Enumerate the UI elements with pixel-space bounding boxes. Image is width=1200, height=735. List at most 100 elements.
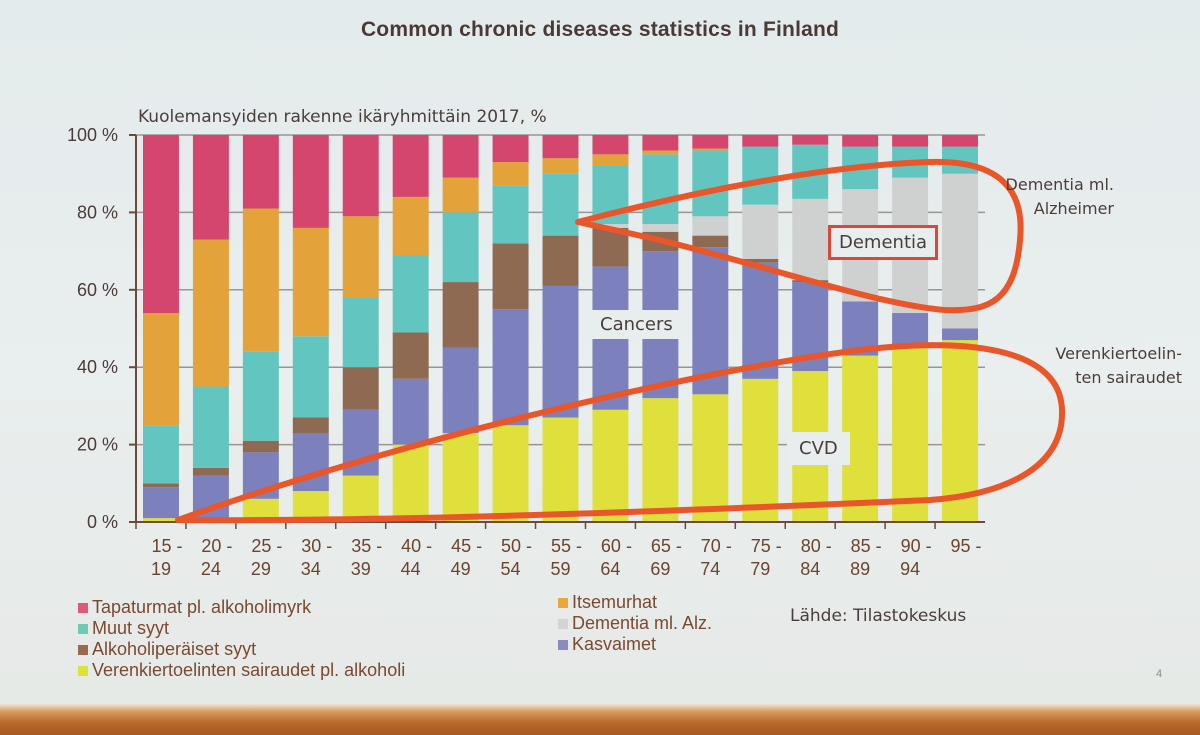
y-tick-label: 40 % bbox=[77, 357, 118, 377]
bar-segment bbox=[242, 135, 279, 209]
y-tick-label: 80 % bbox=[77, 202, 118, 222]
legend-item: Dementia ml. Alz. bbox=[558, 613, 712, 634]
bar-segment bbox=[592, 154, 629, 166]
legend-item: Itsemurhat bbox=[558, 592, 712, 613]
y-tick-label: 20 % bbox=[77, 435, 118, 455]
x-tick-label: 60 - bbox=[601, 536, 632, 556]
dementia-side-note: Dementia ml. Alzheimer bbox=[990, 173, 1114, 221]
x-tick-label: 69 bbox=[650, 559, 670, 579]
bar-segment bbox=[642, 224, 679, 232]
bar-segment bbox=[342, 135, 379, 217]
bar-segment bbox=[392, 254, 429, 333]
legend-label: Dementia ml. Alz. bbox=[572, 613, 713, 633]
legend-swatch bbox=[558, 618, 568, 629]
page-number: 4 bbox=[1156, 668, 1163, 680]
legend-label: Tapaturmat pl. alkoholimyrk bbox=[92, 597, 312, 617]
bar-segment bbox=[892, 313, 929, 348]
y-tick-label: 100 % bbox=[67, 125, 118, 145]
bar-segment bbox=[542, 235, 579, 286]
x-tick-label: 59 bbox=[550, 559, 570, 579]
bar-segment bbox=[692, 216, 729, 236]
bar-segment bbox=[342, 367, 379, 410]
bar-segment bbox=[742, 204, 779, 259]
bar-segment bbox=[492, 243, 529, 310]
slide-title: Common chronic diseases statistics in Fi… bbox=[360, 18, 840, 41]
bar-segment bbox=[192, 467, 229, 476]
x-tick-label: 95 - bbox=[951, 536, 982, 556]
x-tick-label: 44 bbox=[401, 559, 421, 579]
legend-column-2: Itsemurhat Dementia ml. Alz. Kasvaimet bbox=[558, 592, 712, 655]
bar-segment bbox=[192, 239, 229, 387]
bar-segment bbox=[942, 328, 979, 341]
legend-label: Verenkiertoelinten sairaudet pl. alkohol… bbox=[92, 660, 406, 680]
y-tick-labels: 0 % 20 % 40 % 60 % 80 % 100 % bbox=[67, 125, 118, 532]
bar-segment bbox=[892, 347, 929, 522]
bar-segment bbox=[542, 173, 579, 236]
bar-segment bbox=[142, 487, 179, 519]
bar-segment bbox=[292, 135, 329, 228]
bar-segment bbox=[292, 227, 329, 337]
bar-segment bbox=[692, 148, 729, 151]
x-tick-label: 85 - bbox=[851, 536, 882, 556]
x-tick-label: 45 - bbox=[451, 536, 482, 556]
bar-segment bbox=[692, 235, 729, 248]
legend-swatch bbox=[78, 602, 88, 613]
bar-segment bbox=[392, 332, 429, 379]
bar-segment bbox=[342, 216, 379, 298]
bar-segment bbox=[492, 185, 529, 244]
cvd-side-note: Verenkiertoelin- ten sairaudet bbox=[1010, 342, 1182, 390]
dementia-outline bbox=[575, 158, 1024, 314]
dementia-note-line2: Alzheimer bbox=[1033, 199, 1114, 218]
x-tick-label: 89 bbox=[850, 559, 870, 579]
bar-segment bbox=[742, 135, 779, 147]
source-note: Lähde: Tilastokeskus bbox=[790, 606, 967, 626]
dementia-annotation-label: Dementia bbox=[839, 232, 928, 253]
bar-segment bbox=[442, 212, 479, 283]
legend-label: Itsemurhat bbox=[572, 592, 658, 612]
x-tick-label: 79 bbox=[750, 559, 770, 579]
bar-segment bbox=[642, 150, 679, 155]
legend-swatch bbox=[78, 665, 88, 676]
bar-segment bbox=[742, 262, 779, 379]
x-tick-label: 54 bbox=[501, 559, 521, 579]
bar-segment bbox=[492, 425, 529, 522]
bars bbox=[142, 135, 979, 522]
bar-segment bbox=[742, 378, 779, 522]
x-tick-label: 30 - bbox=[301, 536, 332, 556]
x-tick-label: 24 bbox=[201, 559, 221, 579]
x-tick-label: 84 bbox=[800, 559, 820, 579]
legend-swatch bbox=[78, 644, 88, 655]
bar-segment bbox=[442, 282, 479, 348]
bar-segment bbox=[392, 196, 429, 255]
bar-segment bbox=[392, 444, 429, 522]
cvd-annotation: CVD bbox=[787, 432, 850, 465]
legend-item: Kasvaimet bbox=[558, 634, 712, 655]
legend-item: Alkoholiperäiset syyt bbox=[78, 639, 405, 660]
x-tick-label: 75 - bbox=[751, 536, 782, 556]
x-tick-label: 70 - bbox=[701, 536, 732, 556]
bar-segment bbox=[392, 378, 429, 445]
bar-segment bbox=[742, 146, 779, 205]
cvd-annotation-label: CVD bbox=[799, 438, 838, 459]
x-tick-label: 35 - bbox=[351, 536, 382, 556]
x-tick-label: 40 - bbox=[401, 536, 432, 556]
bar-segment bbox=[592, 409, 629, 522]
bar-segment bbox=[892, 135, 929, 147]
bar-segment bbox=[392, 135, 429, 197]
x-tick-label: 94 bbox=[900, 559, 920, 579]
legend-swatch bbox=[558, 639, 568, 650]
bar-segment bbox=[842, 135, 879, 147]
bar-segment bbox=[942, 135, 979, 147]
y-tick-label: 60 % bbox=[77, 280, 118, 300]
bar-segment bbox=[442, 177, 479, 213]
bar-segment bbox=[142, 135, 179, 314]
x-tick-label: 39 bbox=[351, 559, 371, 579]
x-tick-label: 25 - bbox=[251, 536, 282, 556]
bar-segment bbox=[642, 135, 679, 151]
x-tick-labels: 15 - 19 20 - 24 25 - 29 30 - 34 35 - 39 40 - 44 45 -… bbox=[151, 536, 982, 579]
x-tick-label: 49 bbox=[451, 559, 471, 579]
wooden-floor bbox=[0, 704, 1200, 735]
legend-column-1: Tapaturmat pl. alkoholimyrk Muut syyt Al… bbox=[78, 597, 405, 681]
bar-segment bbox=[192, 135, 229, 240]
bar-segment bbox=[242, 351, 279, 441]
